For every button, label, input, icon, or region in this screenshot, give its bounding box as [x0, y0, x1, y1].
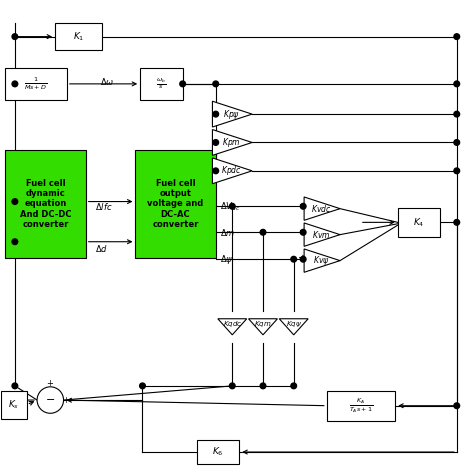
Text: $Kvdc$: $Kvdc$ — [311, 203, 331, 214]
Text: Fuel cell
dynamic
equation
And DC-DC
converter: Fuel cell dynamic equation And DC-DC con… — [20, 179, 72, 229]
Text: $Kvm$: $Kvm$ — [312, 229, 330, 240]
Circle shape — [454, 168, 460, 173]
Bar — [197, 440, 239, 464]
Bar — [136, 150, 216, 258]
Text: $\Delta\omega$: $\Delta\omega$ — [100, 75, 114, 87]
Circle shape — [291, 383, 297, 389]
Text: $K_1$: $K_1$ — [73, 30, 84, 43]
Text: $Kq\psi$: $Kq\psi$ — [286, 319, 301, 329]
Text: $+$: $+$ — [46, 378, 55, 388]
Circle shape — [454, 34, 460, 39]
Circle shape — [229, 203, 235, 209]
Circle shape — [213, 111, 219, 117]
Text: $\Delta d$: $\Delta d$ — [95, 243, 108, 255]
Bar — [327, 391, 395, 421]
Circle shape — [260, 229, 266, 235]
Circle shape — [454, 81, 460, 87]
Circle shape — [213, 81, 219, 87]
Text: $\Delta m$: $\Delta m$ — [220, 227, 236, 238]
Circle shape — [229, 383, 235, 389]
Circle shape — [12, 239, 18, 245]
Bar — [5, 150, 86, 258]
Circle shape — [12, 81, 18, 87]
Text: $K_4$: $K_4$ — [413, 216, 425, 228]
Bar — [0, 391, 27, 419]
Circle shape — [301, 203, 306, 209]
Text: $\Delta V_{dc}$: $\Delta V_{dc}$ — [220, 200, 241, 212]
Polygon shape — [304, 249, 340, 272]
Text: $Kpdc$: $Kpdc$ — [221, 164, 242, 177]
Circle shape — [213, 140, 219, 146]
Text: $K_s$: $K_s$ — [8, 399, 19, 411]
Polygon shape — [279, 319, 308, 335]
Text: $+$: $+$ — [62, 395, 70, 405]
Text: $Kpm$: $Kpm$ — [222, 136, 241, 149]
Polygon shape — [304, 197, 340, 220]
Text: $\Delta\psi$: $\Delta\psi$ — [220, 253, 234, 266]
Polygon shape — [218, 319, 247, 335]
Circle shape — [454, 403, 460, 409]
Bar — [55, 23, 102, 50]
Bar — [5, 68, 67, 100]
Text: $Kqm$: $Kqm$ — [255, 319, 272, 329]
Circle shape — [260, 383, 266, 389]
Circle shape — [454, 140, 460, 146]
Text: $Kv\psi$: $Kv\psi$ — [313, 254, 329, 267]
Text: Fuel cell
output
voltage and
DC-AC
converter: Fuel cell output voltage and DC-AC conve… — [147, 179, 204, 229]
Circle shape — [301, 229, 306, 235]
Circle shape — [291, 256, 297, 262]
Circle shape — [180, 81, 185, 87]
Polygon shape — [304, 223, 340, 246]
Circle shape — [454, 111, 460, 117]
Polygon shape — [212, 158, 252, 184]
Polygon shape — [212, 101, 252, 127]
Circle shape — [12, 34, 18, 39]
Circle shape — [140, 383, 146, 389]
Text: $K_6$: $K_6$ — [212, 446, 224, 458]
Circle shape — [12, 383, 18, 389]
Circle shape — [213, 168, 219, 173]
Bar — [398, 208, 440, 237]
Polygon shape — [248, 319, 277, 335]
Circle shape — [301, 256, 306, 262]
Circle shape — [454, 219, 460, 225]
Text: $\frac{K_A}{T_A s+1}$: $\frac{K_A}{T_A s+1}$ — [349, 397, 373, 415]
Text: $\Delta lfc$: $\Delta lfc$ — [95, 201, 113, 212]
Polygon shape — [212, 129, 252, 155]
Text: $Kqdc$: $Kqdc$ — [223, 319, 242, 329]
Text: $\frac{1}{Ms+D}$: $\frac{1}{Ms+D}$ — [25, 75, 48, 92]
Text: $-$: $-$ — [45, 392, 55, 403]
Circle shape — [37, 387, 64, 413]
Text: $\frac{\omega_b}{s}$: $\frac{\omega_b}{s}$ — [156, 76, 166, 91]
Circle shape — [12, 199, 18, 204]
Text: $Kp\psi$: $Kp\psi$ — [223, 108, 240, 120]
Bar — [140, 68, 182, 100]
